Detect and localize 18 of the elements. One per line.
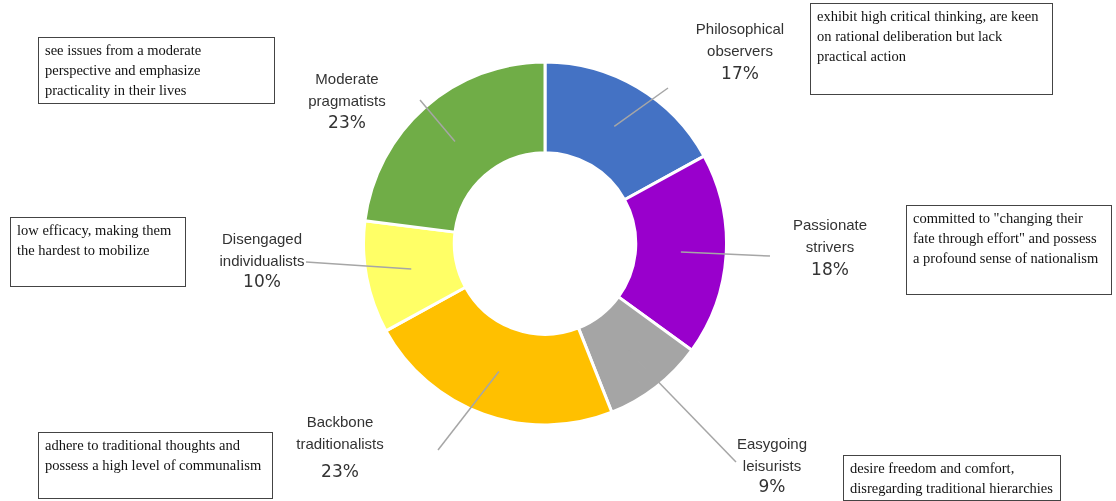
text: exhibit high critical thinking, are keen on rational deliberation but lack practical action — [810, 3, 1053, 95]
text: see issues from a moderate perspective and emphasize practicality in their lives — [38, 37, 275, 104]
slice-label: Easygoing leisurists — [736, 435, 808, 475]
data-label: 18% — [811, 259, 849, 280]
slice-label: Passionate strivers — [792, 216, 868, 256]
text: committed to "changing their fate through effort" and possess a profound sense of nationalism — [906, 205, 1112, 295]
data-label: 17% — [721, 63, 759, 84]
data-label: 9% — [758, 476, 786, 497]
data-label: 23% — [321, 461, 359, 482]
slice-label: Philosophical observers — [695, 20, 785, 60]
slice-label: Backbone traditionalists — [296, 413, 384, 453]
text: desire freedom and comfort, disregarding traditional hierarchies — [843, 455, 1061, 501]
text: low efficacy, making them the hardest to mobilize — [10, 217, 186, 287]
slice-label: Disengaged individualists — [219, 230, 305, 270]
text: adhere to traditional thoughts and possess a high level of communalism — [38, 432, 273, 499]
data-label: 10% — [243, 271, 281, 292]
slice-label: Moderate pragmatists — [308, 70, 386, 110]
data-label: 23% — [328, 112, 366, 133]
